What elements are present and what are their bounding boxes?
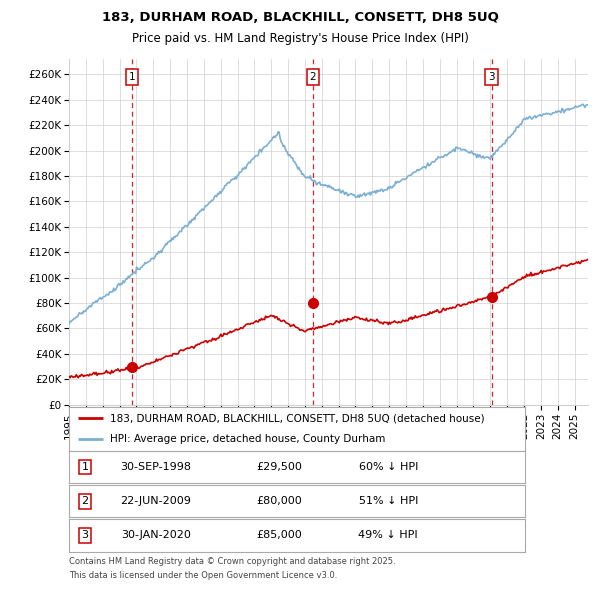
Text: 60% ↓ HPI: 60% ↓ HPI — [359, 462, 418, 472]
Text: 49% ↓ HPI: 49% ↓ HPI — [358, 530, 418, 540]
Text: 2: 2 — [310, 72, 316, 82]
Text: Contains HM Land Registry data © Crown copyright and database right 2025.: Contains HM Land Registry data © Crown c… — [69, 557, 395, 566]
Text: This data is licensed under the Open Government Licence v3.0.: This data is licensed under the Open Gov… — [69, 572, 337, 581]
Text: HPI: Average price, detached house, County Durham: HPI: Average price, detached house, Coun… — [110, 434, 385, 444]
Text: 183, DURHAM ROAD, BLACKHILL, CONSETT, DH8 5UQ (detached house): 183, DURHAM ROAD, BLACKHILL, CONSETT, DH… — [110, 414, 485, 424]
Text: 30-SEP-1998: 30-SEP-1998 — [120, 462, 191, 472]
Text: 1: 1 — [129, 72, 136, 82]
Text: 22-JUN-2009: 22-JUN-2009 — [120, 496, 191, 506]
Text: 3: 3 — [82, 530, 88, 540]
Text: 3: 3 — [488, 72, 495, 82]
Text: 1: 1 — [82, 462, 88, 472]
Text: £80,000: £80,000 — [256, 496, 302, 506]
Text: Price paid vs. HM Land Registry's House Price Index (HPI): Price paid vs. HM Land Registry's House … — [131, 32, 469, 45]
Text: 2: 2 — [82, 496, 89, 506]
Text: £85,000: £85,000 — [256, 530, 302, 540]
Text: 30-JAN-2020: 30-JAN-2020 — [121, 530, 191, 540]
Text: 183, DURHAM ROAD, BLACKHILL, CONSETT, DH8 5UQ: 183, DURHAM ROAD, BLACKHILL, CONSETT, DH… — [101, 11, 499, 24]
Text: £29,500: £29,500 — [256, 462, 302, 472]
Text: 51% ↓ HPI: 51% ↓ HPI — [359, 496, 418, 506]
